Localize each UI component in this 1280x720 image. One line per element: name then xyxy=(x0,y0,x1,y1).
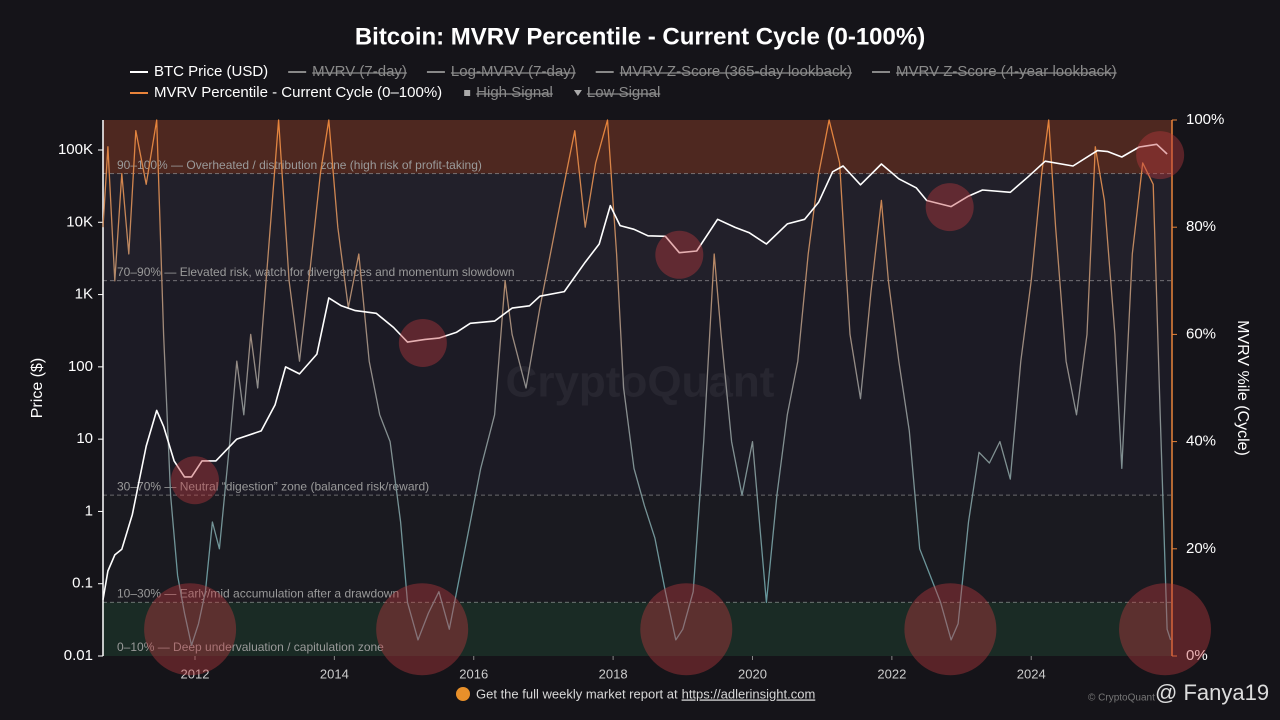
footer-text: Get the full weekly market report at xyxy=(476,686,678,701)
y-axis-title: Price ($) xyxy=(29,358,46,418)
zone-band xyxy=(103,602,1172,656)
plot: 100K 10K 1K 100 10 1 0.1 0.01 0% 20% 40% 60% 80% 100%… xyxy=(58,111,1224,681)
credit: @ Fanya19 xyxy=(1155,680,1269,705)
highlight-circle xyxy=(170,456,219,505)
zone-band xyxy=(103,495,1172,603)
y2-tick-label: 60% xyxy=(1186,325,1216,342)
y-tick-label: 1 xyxy=(85,502,93,519)
highlight-circle xyxy=(904,583,997,676)
footer-link[interactable]: https://adlerinsight.com xyxy=(682,686,816,701)
x-tick-label: 2014 xyxy=(320,666,349,681)
y-tick-label: 100 xyxy=(68,358,93,375)
copyright: © CryptoQuant xyxy=(1088,693,1155,704)
y2-axis-title: MVRV %ile (Cycle) xyxy=(1234,320,1251,456)
highlight-circle xyxy=(1119,583,1212,676)
highlight-circle xyxy=(655,230,704,279)
y-tick-label: 100K xyxy=(58,141,93,158)
legend-label[interactable]: MVRV (7-day) xyxy=(312,63,407,80)
highlight-circle xyxy=(144,583,237,676)
y-tick-label: 0.1 xyxy=(72,575,93,592)
x-tick-label: 2018 xyxy=(599,666,628,681)
legend-label[interactable]: MVRV Percentile - Current Cycle (0–100%) xyxy=(154,84,442,101)
highlight-circle xyxy=(376,583,469,676)
legend: BTC Price (USD) MVRV (7-day) Log-MVRV (7-d… xyxy=(130,63,1117,101)
zone-band xyxy=(103,280,1172,496)
zone-label: 90–100% — Overheated / distribution zone… xyxy=(117,158,482,172)
y-tick-label: 1K xyxy=(75,286,93,303)
y2-tick-label: 0% xyxy=(1186,647,1208,664)
highlight-circle xyxy=(640,583,733,676)
legend-label[interactable]: Log-MVRV (7-day) xyxy=(451,63,576,80)
footer-icon xyxy=(456,687,470,701)
highlight-circle xyxy=(925,183,974,232)
x-tick-label: 2012 xyxy=(181,666,210,681)
zone-label: 30–70% — Neutral “digestion” zone (balan… xyxy=(117,479,429,493)
y2-tick-label: 20% xyxy=(1186,540,1216,557)
legend-label[interactable]: MVRV Z-Score (365-day lookback) xyxy=(620,63,852,80)
y2-tick-label: 40% xyxy=(1186,433,1216,450)
x-tick-label: 2020 xyxy=(738,666,767,681)
y2-tick-label: 100% xyxy=(1186,111,1224,128)
highlight-circle xyxy=(1136,131,1185,180)
x-tick-label: 2022 xyxy=(877,666,906,681)
legend-swatch xyxy=(464,90,471,96)
legend-label[interactable]: Low Signal xyxy=(587,84,660,101)
y-tick-label: 10K xyxy=(66,213,93,230)
zone-label: 0–10% — Deep undervaluation / capitulati… xyxy=(117,640,384,654)
legend-label[interactable]: MVRV Z-Score (4-year lookback) xyxy=(896,63,1117,80)
legend-label[interactable]: High Signal xyxy=(476,84,553,101)
y-tick-label: 0.01 xyxy=(64,647,93,664)
chart-title: Bitcoin: MVRV Percentile - Current Cycle… xyxy=(355,23,925,50)
y2-tick-label: 80% xyxy=(1186,218,1216,235)
zone-label: 70–90% — Elevated risk, watch for diverg… xyxy=(117,265,515,279)
percentile-line xyxy=(102,119,1172,646)
price-line xyxy=(102,143,1168,600)
legend-label[interactable]: BTC Price (USD) xyxy=(154,63,268,80)
y-tick-label: 10 xyxy=(76,430,93,447)
legend-swatch xyxy=(573,90,582,96)
watermark: CryptoQuant xyxy=(506,358,775,407)
x-tick-label: 2016 xyxy=(459,666,488,681)
highlight-circle xyxy=(398,318,447,367)
x-tick-label: 2024 xyxy=(1017,666,1046,681)
zone-label: 10–30% — Early/mid accumulation after a … xyxy=(117,587,399,601)
